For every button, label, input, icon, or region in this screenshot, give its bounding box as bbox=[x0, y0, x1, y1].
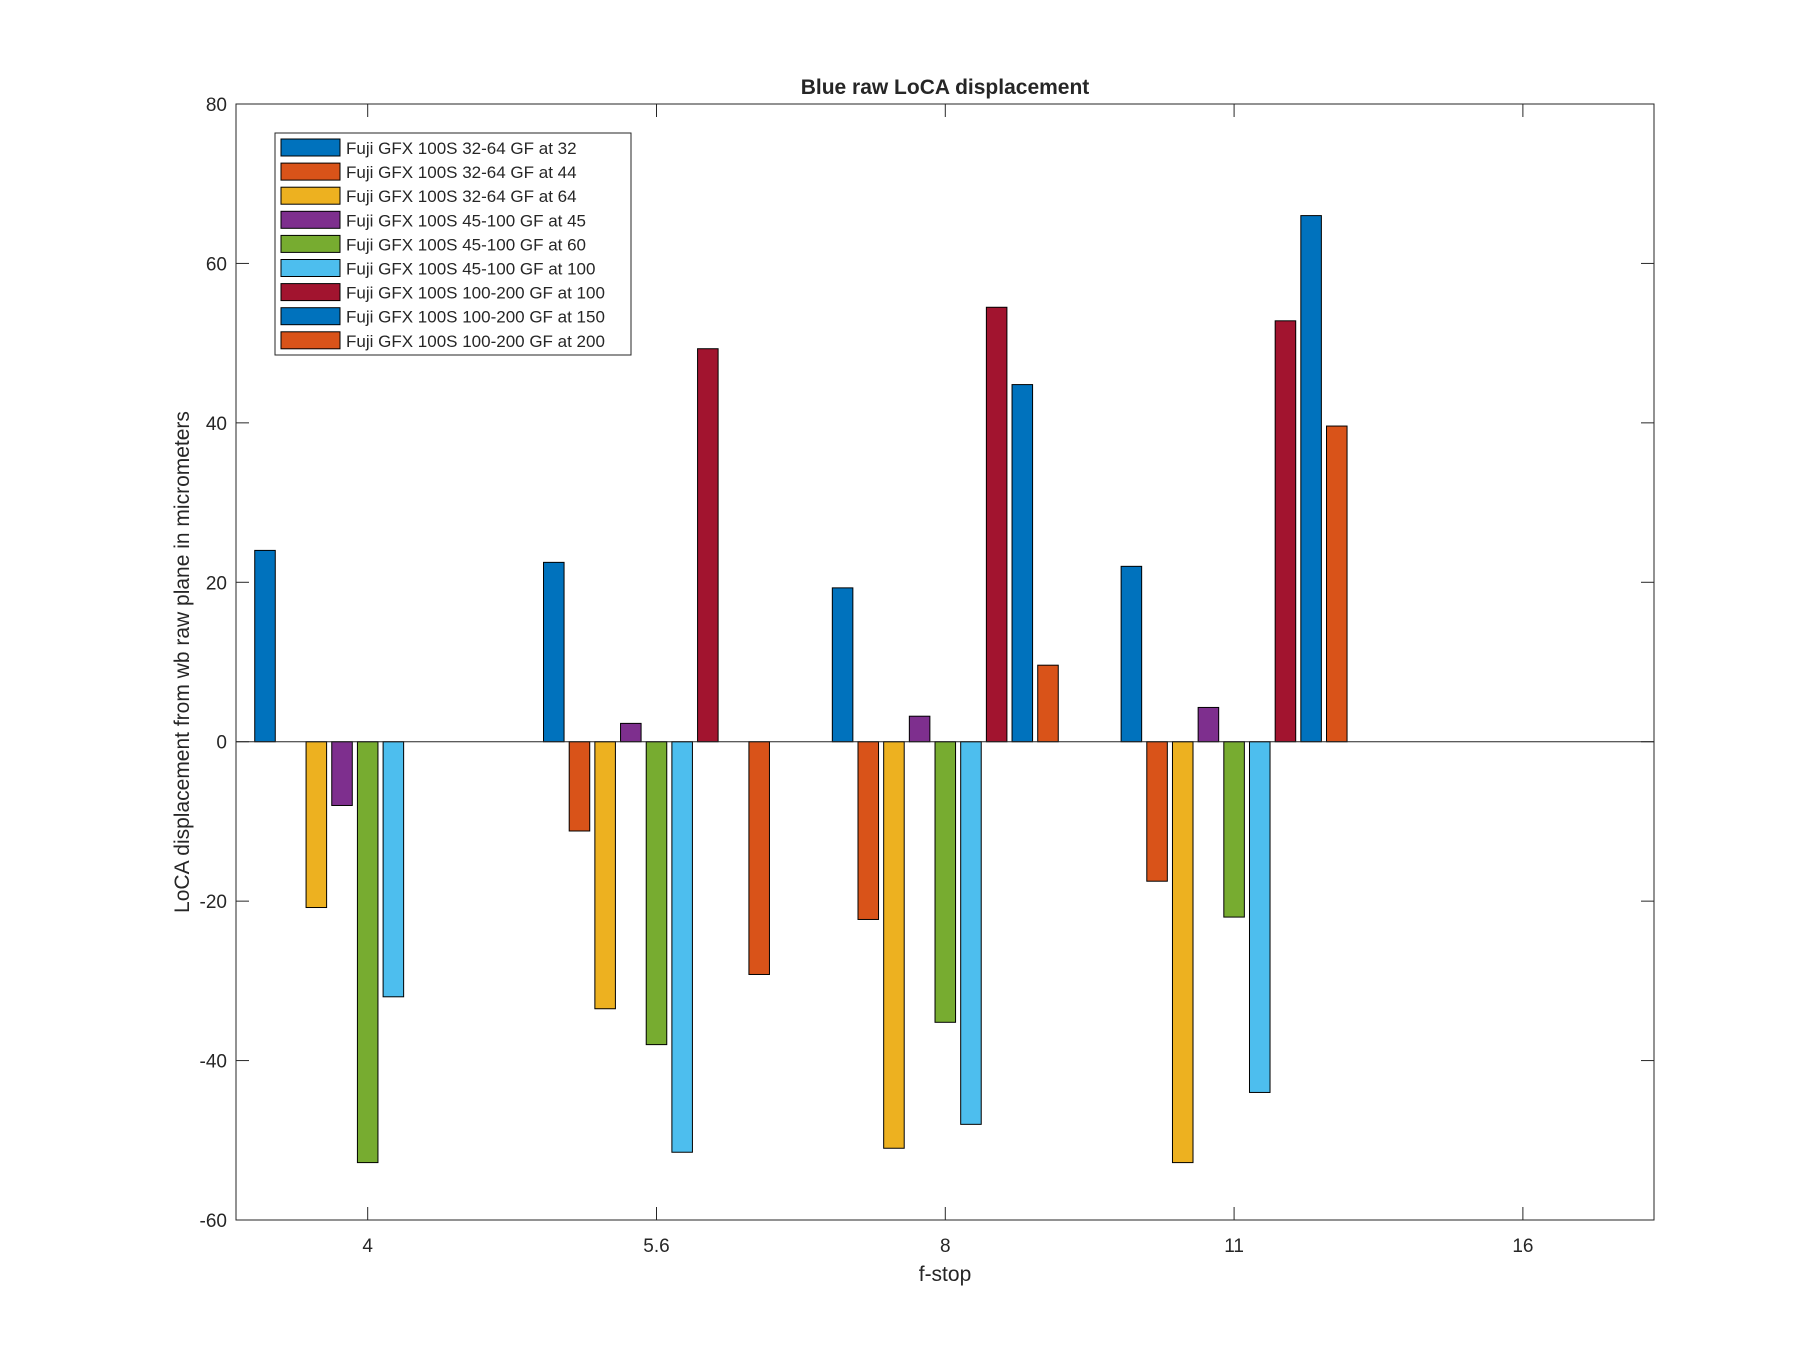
bar bbox=[356, 741, 379, 1164]
bar bbox=[645, 741, 668, 1046]
legend-label: Fuji GFX 100S 45-100 GF at 60 bbox=[346, 235, 586, 254]
x-tick-label: 11 bbox=[1224, 1236, 1244, 1257]
bar bbox=[831, 587, 854, 743]
bar bbox=[1326, 425, 1348, 743]
bar bbox=[1223, 741, 1245, 918]
y-tick-label: 80 bbox=[206, 95, 227, 116]
bar bbox=[254, 549, 276, 743]
legend: Fuji GFX 100S 32-64 GF at 32 Fuji GFX 100… bbox=[274, 132, 632, 356]
y-axis-ticks: -60 -40 -20 0 20 40 60 80 bbox=[200, 95, 1654, 1232]
x-tick-label: 16 bbox=[1512, 1236, 1533, 1257]
bar bbox=[543, 561, 565, 743]
bar bbox=[568, 741, 591, 832]
bar bbox=[305, 741, 328, 909]
bar bbox=[1011, 384, 1034, 743]
bar bbox=[1300, 215, 1322, 743]
legend-label: Fuji GFX 100S 45-100 GF at 45 bbox=[346, 211, 586, 230]
bar bbox=[594, 741, 616, 1010]
bars bbox=[254, 215, 1348, 1164]
y-axis-title: LoCA displacement from wb raw plane in m… bbox=[171, 411, 194, 913]
legend-swatch bbox=[280, 331, 341, 350]
y-tick-label: -20 bbox=[200, 892, 227, 913]
bar bbox=[1171, 741, 1194, 1164]
x-tick-label: 4 bbox=[362, 1236, 373, 1257]
chart-title: Blue raw LoCA displacement bbox=[801, 76, 1090, 99]
bar bbox=[908, 715, 931, 743]
legend-swatch bbox=[280, 283, 341, 302]
bar bbox=[671, 741, 693, 1153]
x-axis-title: f-stop bbox=[919, 1263, 972, 1286]
legend-label: Fuji GFX 100S 100-200 GF at 150 bbox=[346, 308, 605, 327]
legend-swatch bbox=[280, 186, 341, 205]
bar bbox=[331, 741, 353, 806]
legend-items: Fuji GFX 100S 32-64 GF at 32 Fuji GFX 100… bbox=[280, 138, 605, 351]
legend-label: Fuji GFX 100S 32-64 GF at 32 bbox=[346, 139, 577, 158]
y-tick-label: -40 bbox=[200, 1052, 227, 1073]
bar bbox=[985, 306, 1008, 743]
bar bbox=[883, 741, 905, 1149]
legend-swatch bbox=[280, 234, 341, 253]
bar bbox=[1120, 565, 1143, 743]
y-tick-label: 40 bbox=[206, 414, 227, 435]
y-tick-label: 20 bbox=[206, 573, 227, 594]
bar bbox=[1146, 741, 1168, 882]
x-axis-ticks: 4 5.6 8 11 16 bbox=[362, 104, 1533, 1257]
legend-swatch bbox=[280, 138, 341, 157]
legend-swatch bbox=[280, 162, 341, 181]
bar bbox=[1274, 320, 1297, 743]
x-tick-label: 8 bbox=[940, 1236, 951, 1257]
legend-label: Fuji GFX 100S 32-64 GF at 64 bbox=[346, 187, 577, 206]
x-tick-label: 5.6 bbox=[643, 1236, 669, 1257]
legend-swatch bbox=[280, 210, 341, 229]
legend-label: Fuji GFX 100S 45-100 GF at 100 bbox=[346, 260, 595, 279]
legend-label: Fuji GFX 100S 100-200 GF at 200 bbox=[346, 332, 605, 351]
legend-swatch bbox=[280, 259, 341, 277]
bar bbox=[382, 741, 405, 998]
bar bbox=[857, 741, 880, 920]
bar bbox=[1248, 741, 1271, 1093]
bar bbox=[1037, 664, 1059, 743]
y-tick-label: -60 bbox=[200, 1211, 227, 1232]
legend-swatch bbox=[280, 307, 341, 326]
legend-label: Fuji GFX 100S 32-64 GF at 44 bbox=[346, 163, 577, 182]
bar bbox=[620, 722, 642, 743]
y-tick-label: 0 bbox=[216, 733, 227, 754]
bar bbox=[960, 741, 982, 1125]
bar bbox=[1197, 706, 1220, 743]
bar bbox=[748, 741, 770, 975]
legend-label: Fuji GFX 100S 100-200 GF at 100 bbox=[346, 284, 605, 303]
y-tick-label: 60 bbox=[206, 254, 227, 275]
bar bbox=[934, 741, 957, 1023]
bar bbox=[697, 348, 719, 743]
